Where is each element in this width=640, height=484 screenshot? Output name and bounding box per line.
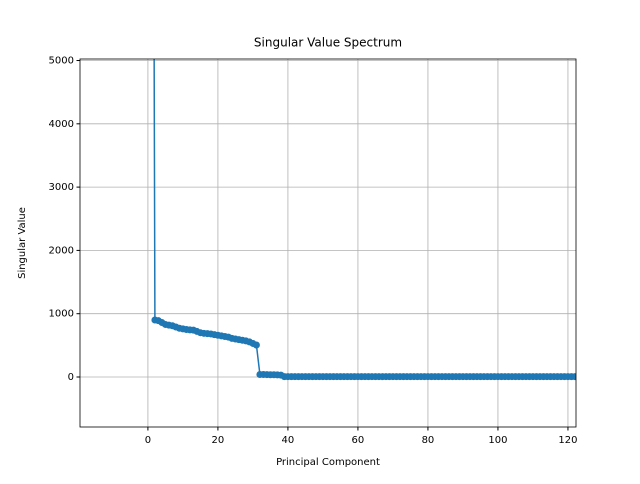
x-tick-label: 100 [488,435,507,446]
data-point [592,373,599,380]
data-point [578,373,585,380]
chart-title: Singular Value Spectrum [254,36,402,50]
plot-frame [79,58,577,428]
data-point [571,373,576,381]
x-tick-label: 120 [558,435,577,446]
y-axis-label: Singular Value [17,207,28,279]
x-tick-label: 80 [422,435,435,446]
y-tick-label: 0 [68,372,74,383]
y-tick-label: 2000 [49,245,74,256]
data-point [585,373,592,380]
y-tick-label: 3000 [49,182,74,193]
x-tick-label: 0 [145,435,151,446]
y-tick-label: 1000 [49,309,74,320]
y-tick-label: 5000 [49,56,74,67]
x-tick-label: 40 [282,435,295,446]
data-point [252,341,260,349]
x-tick-label: 60 [352,435,365,446]
plot-area [151,59,599,381]
x-tick-label: 20 [212,435,225,446]
data-point [589,373,596,380]
data-point [582,373,589,380]
y-tick-label: 4000 [49,119,74,130]
x-axis-label: Principal Component [276,457,380,468]
